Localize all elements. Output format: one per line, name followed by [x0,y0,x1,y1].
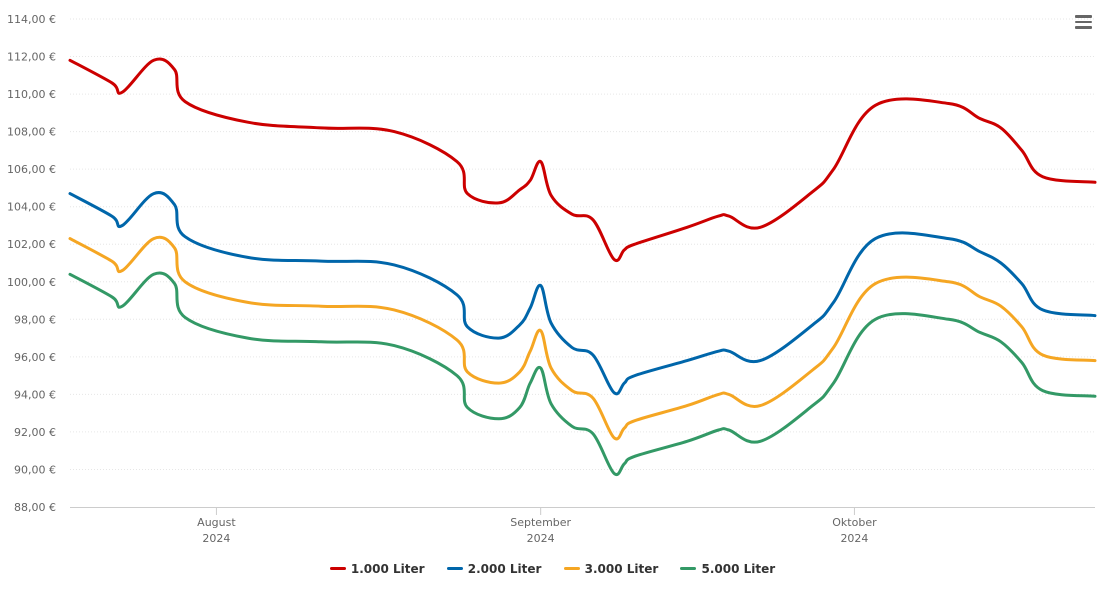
y-tick-label: 90,00 € [14,463,56,476]
legend-item-2000-liter[interactable]: 2.000 Liter [446,562,542,576]
legend-item-5000-liter[interactable]: 5.000 Liter [680,562,775,576]
legend-item-3000-liter[interactable]: 3.000 Liter [563,562,659,576]
y-axis-tick-labels: 88,00 € 90,00 € 92,00 € 94,00 € 96,00 € 98,00… [7,13,56,514]
hamburger-menu-icon [1074,15,1092,18]
y-tick-label: 92,00 € [14,426,56,439]
grid-lines [70,18,1095,470]
series-line-5-000-liter[interactable] [68,271,1097,476]
y-tick-label: 104,00 € [7,201,56,214]
series-line-3-000-liter[interactable] [68,235,1097,441]
legend-swatch [329,567,346,570]
x-tick-label-year: 2024 [527,532,555,545]
series-line-1-000-liter[interactable] [68,57,1097,262]
series-lines [68,57,1097,476]
hamburger-menu-icon-bar [1074,20,1092,24]
y-tick-label: 108,00 € [7,126,56,139]
y-tick-label: 106,00 € [7,163,56,176]
x-tick-label-year: 2024 [202,532,230,545]
y-tick-label: 98,00 € [14,313,56,326]
legend-swatch [680,567,697,570]
y-tick-label: 96,00 € [14,351,56,364]
y-tick-label: 110,00 € [7,88,56,101]
legend-label: 5.000 Liter [701,562,776,576]
hamburger-menu-icon-bar [1074,26,1092,29]
legend-label: 3.000 Liter [584,562,659,576]
y-tick-label: 112,00 € [7,51,56,64]
y-tick-label: 102,00 € [7,238,56,251]
legend-label: 1.000 Liter [350,562,425,576]
y-tick-label: 94,00 € [14,388,56,401]
y-tick-label: 114,00 € [7,13,56,26]
x-tick-label-year: 2024 [840,532,868,545]
x-axis: August 2024 September 2024 Oktober 2024 [70,507,1095,545]
legend-swatch [446,567,463,570]
y-tick-label: 100,00 € [7,276,56,289]
chart-legend: 1.000 Liter 2.000 Liter 3.000 Liter 5.00… [0,562,1105,576]
series-line-2-000-liter[interactable] [68,191,1097,396]
legend-label: 2.000 Liter [467,562,542,576]
chart-menu-button[interactable] [1071,12,1095,32]
x-tick-label-month: September [510,516,571,529]
y-tick-label: 88,00 € [14,501,56,514]
x-tick-label-month: August [197,516,236,529]
legend-swatch [563,567,580,570]
legend-item-1000-liter[interactable]: 1.000 Liter [329,562,425,576]
x-tick-label-month: Oktober [832,516,877,529]
